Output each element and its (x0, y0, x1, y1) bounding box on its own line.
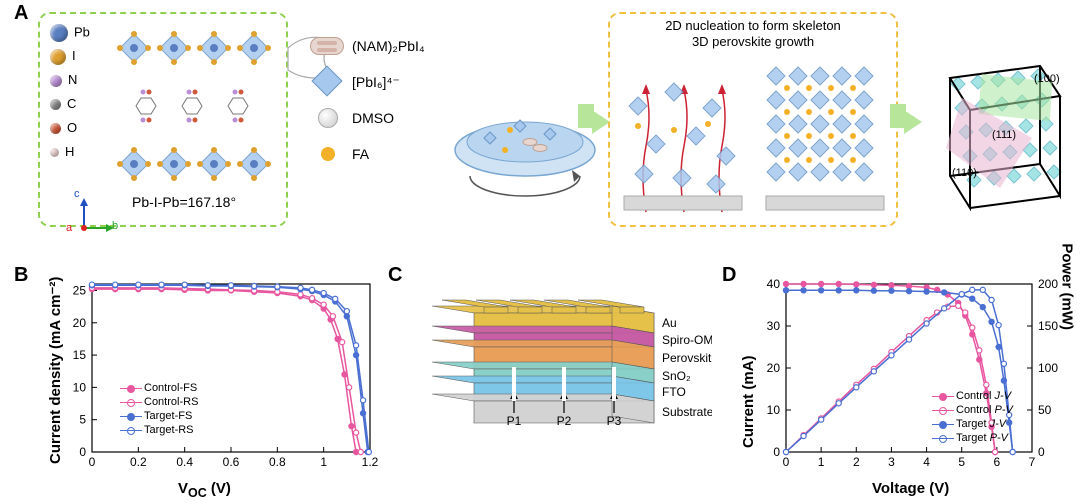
panel-d-xlabel: Voltage (V) (872, 480, 949, 497)
growth-box: 2D nucleation to form skeleton 3D perovs… (608, 12, 898, 227)
label-b: B (14, 264, 28, 287)
label-d: D (722, 264, 736, 287)
facet-100-label: (100) (1034, 73, 1060, 85)
layer-label-sno₂: SnO₂ (662, 369, 691, 383)
species-1: [PbI₆]⁴⁻ (310, 64, 425, 100)
svg-text:6: 6 (994, 455, 1001, 469)
axis-b-label: b (112, 220, 118, 232)
growth-title-2: 3D perovskite growth (610, 34, 896, 49)
axis-a-label: a (66, 222, 72, 234)
legend-target-rs: Target-RS (120, 424, 194, 436)
svg-text:50: 50 (1038, 403, 1052, 417)
layer-label-perovskite: Perovskite (662, 351, 712, 365)
svg-text:0.8: 0.8 (269, 455, 286, 469)
panel-b-ylabel: Current density (mA cm⁻²) (46, 277, 64, 464)
panel-c-device: Au Spiro-OMeTAD Perovskite SnO₂ FTO Substrate… (402, 278, 712, 498)
legend-target-p-v: Target P-V (932, 432, 1008, 444)
svg-text:0: 0 (783, 455, 790, 469)
svg-text:7: 7 (1029, 455, 1036, 469)
svg-text:5: 5 (958, 455, 965, 469)
crystal-structure-icon (112, 22, 282, 192)
atom-legend-h: H (50, 144, 74, 159)
layer-label-fto: FTO (662, 385, 686, 399)
atom-legend-c: C (50, 96, 76, 111)
scribe-p3: P3 (607, 414, 622, 428)
svg-text:0: 0 (1038, 445, 1045, 459)
svg-text:20: 20 (73, 316, 87, 330)
svg-text:2: 2 (853, 455, 860, 469)
legend-control-p-v: Control P-V (932, 404, 1013, 416)
svg-text:25: 25 (73, 283, 87, 297)
svg-text:4: 4 (923, 455, 930, 469)
axis-c-label: c (74, 188, 80, 200)
facet-111-label: (111) (992, 129, 1016, 141)
species-legend: (NAM)₂PbI₄[PbI₆]⁴⁻DMSOFA (310, 28, 425, 172)
svg-text:1.2: 1.2 (362, 455, 378, 469)
svg-text:100: 100 (1038, 361, 1058, 375)
svg-text:3: 3 (888, 455, 895, 469)
panel-d-ylabel: Current (mA) (740, 356, 757, 449)
facet-110-label: (110) (952, 167, 977, 179)
svg-text:20: 20 (767, 361, 781, 375)
label-c: C (388, 264, 402, 287)
svg-text:0.6: 0.6 (223, 455, 240, 469)
svg-text:15: 15 (73, 348, 87, 362)
layer-label-spiro-ometad: Spiro-OMeTAD (662, 333, 712, 347)
svg-text:40: 40 (767, 278, 781, 291)
panel-d-chart: 01234567010203040050100150200 Current (m… (742, 278, 1072, 498)
atom-legend-o: O (50, 120, 77, 135)
svg-text:10: 10 (73, 380, 87, 394)
scribe-p2: P2 (557, 414, 572, 428)
panel-a: Pb INCOH Pb-I-Pb=167.18° c b a (10, 0, 1070, 250)
svg-text:0: 0 (79, 445, 86, 459)
svg-text:10: 10 (767, 403, 781, 417)
atom-legend-i: I (50, 48, 76, 65)
species-3: FA (310, 136, 425, 172)
legend-control-j-v: Control J-V (932, 390, 1011, 402)
atom-legend-pb: Pb (50, 24, 90, 42)
axes-icon: c b a (76, 196, 116, 236)
svg-text:5: 5 (79, 413, 86, 427)
atom-legend-n: N (50, 72, 77, 87)
device-stack-icon: Au Spiro-OMeTAD Perovskite SnO₂ FTO Substrate… (402, 278, 712, 488)
svg-text:0: 0 (773, 445, 780, 459)
svg-text:150: 150 (1038, 319, 1058, 333)
panel-d-y2label: Power (mW) (1059, 243, 1076, 330)
arrow-stem-icon (578, 104, 594, 128)
species-0: (NAM)₂PbI₄ (310, 28, 425, 64)
svg-text:1: 1 (818, 455, 825, 469)
svg-text:1: 1 (320, 455, 327, 469)
legend-control-fs: Control-FS (120, 382, 197, 394)
svg-text:0.2: 0.2 (130, 455, 147, 469)
species-2: DMSO (310, 100, 425, 136)
growth-title-1: 2D nucleation to form skeleton (610, 18, 896, 33)
bond-angle-text: Pb-I-Pb=167.18° (132, 194, 236, 210)
scribe-p1: P1 (507, 414, 522, 428)
arrow-stem-icon (890, 104, 906, 128)
svg-text:0: 0 (89, 455, 96, 469)
legend-target-j-v: Target J-V (932, 418, 1006, 430)
layer-label-au: Au (662, 316, 677, 330)
svg-text:200: 200 (1038, 278, 1058, 291)
growth-schematic-icon (616, 56, 892, 224)
crystal-cube-icon: (100) (111) (110) (922, 26, 1078, 226)
panel-b-chart: 0 0.2 0.4 0.6 0.8 1 1.2 0 5 10 15 20 25 Current dens… (48, 278, 378, 498)
legend-target-fs: Target-FS (120, 410, 192, 422)
legend-control-rs: Control-RS (120, 396, 198, 408)
crystal-legend-box: PbINCOH Pb-I-Pb=167.18° c b a (38, 12, 288, 227)
panel-b-xlabel: VOC (V) (178, 480, 231, 500)
spincoat-icon (450, 80, 600, 200)
arrow-icon (904, 110, 922, 134)
svg-text:30: 30 (767, 319, 781, 333)
layer-label-substrate: Substrate (662, 405, 712, 419)
svg-text:0.4: 0.4 (176, 455, 193, 469)
